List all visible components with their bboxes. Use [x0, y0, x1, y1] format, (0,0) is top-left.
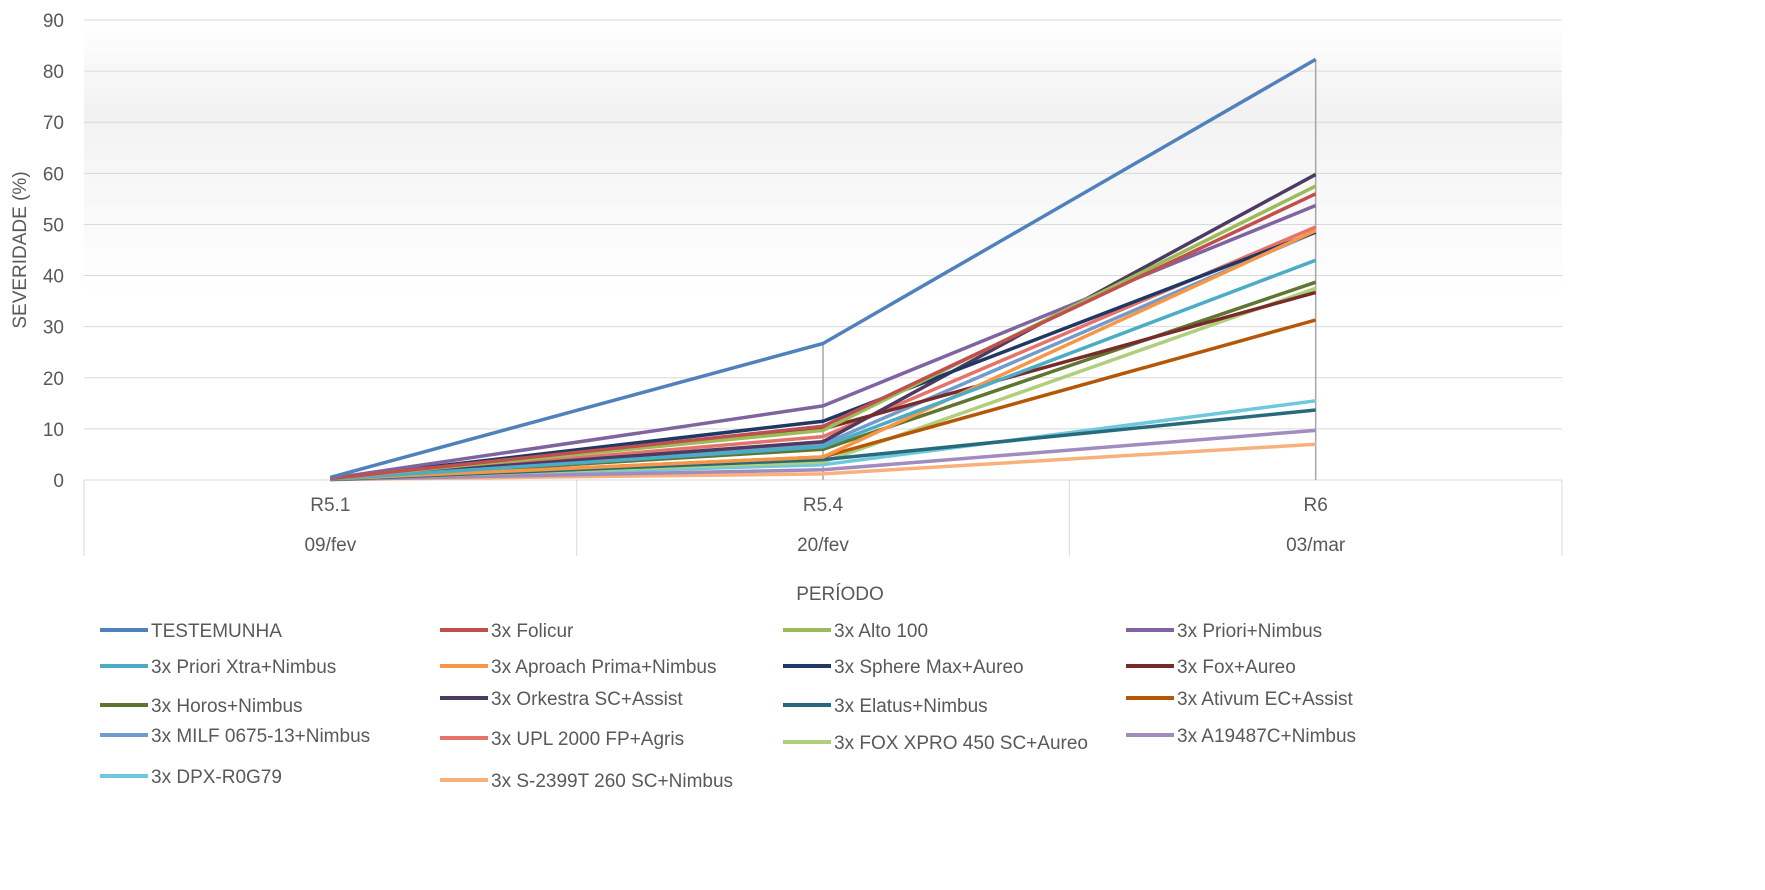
legend-label: 3x Sphere Max+Aureo [834, 657, 1024, 678]
legend-label: 3x Priori Xtra+Nimbus [151, 657, 336, 678]
legend-item: 3x Ativum EC+Assist [1126, 689, 1354, 710]
legend-item: 3x A19487C+Nimbus [1126, 726, 1356, 747]
legend-label: 3x Elatus+Nimbus [834, 696, 988, 717]
y-tick-label: 20 [43, 369, 64, 390]
x-date-label: 03/mar [1286, 535, 1346, 556]
legend-item: 3x Orkestra SC+Assist [440, 689, 683, 710]
series-lines [329, 57, 1317, 482]
legend-label: 3x MILF 0675-13+Nimbus [151, 726, 370, 747]
legend-item: 3x Alto 100 [783, 621, 928, 642]
y-tick-label: 0 [53, 471, 64, 492]
legend-label: 3x Fox+Aureo [1177, 657, 1296, 678]
legend-item: 3x Aproach Prima+Nimbus [440, 657, 716, 678]
legend-label: TESTEMUNHA [151, 621, 282, 642]
series-line [330, 229, 1317, 481]
legend-item: 3x FOX XPRO 450 SC+Aureo [783, 733, 1088, 754]
legend-item: 3x Priori Xtra+Nimbus [100, 657, 336, 678]
x-tick-label: R6 [1304, 495, 1328, 516]
legend: TESTEMUNHA 3x Folicur 3x Alto 100 3x Priori… [100, 621, 1356, 792]
legend-label: 3x Alto 100 [834, 621, 928, 642]
legend-label: 3x A19487C+Nimbus [1177, 726, 1356, 747]
legend-label: 3x S-2399T 260 SC+Nimbus [491, 771, 733, 792]
x-axis-title: PERÍODO [796, 584, 884, 605]
legend-item: 3x Elatus+Nimbus [783, 696, 988, 717]
x-tick-label: R5.4 [803, 495, 844, 516]
legend-label: 3x Horos+Nimbus [151, 696, 303, 717]
legend-item: 3x Fox+Aureo [1126, 657, 1296, 678]
y-tick-label: 70 [43, 113, 64, 134]
y-tick-label: 10 [43, 420, 64, 441]
y-axis-title: SEVERIDADE (%) [10, 171, 31, 328]
x-date-label: 09/fev [304, 535, 356, 556]
series-line [330, 172, 1317, 481]
y-tick-label: 80 [43, 62, 64, 83]
legend-item: 3x Sphere Max+Aureo [783, 657, 1024, 678]
legend-label: 3x Ativum EC+Assist [1177, 689, 1354, 710]
legend-item: 3x Horos+Nimbus [100, 696, 303, 717]
series-line [330, 428, 1316, 482]
legend-label: 3x Aproach Prima+Nimbus [491, 657, 716, 678]
legend-item: 3x UPL 2000 FP+Agris [440, 729, 684, 750]
y-tick-label: 60 [43, 164, 64, 185]
legend-item: TESTEMUNHA [100, 621, 282, 642]
y-tick-label: 90 [43, 11, 64, 32]
x-tick-label: R5.1 [310, 495, 350, 516]
legend-label: 3x Priori+Nimbus [1177, 621, 1322, 642]
legend-item: 3x S-2399T 260 SC+Nimbus [440, 771, 733, 792]
x-date-label: 20/fev [797, 535, 849, 556]
y-tick-label: 50 [43, 215, 64, 236]
legend-item: 3x Folicur [440, 621, 574, 642]
legend-label: 3x Folicur [491, 621, 574, 642]
legend-item: 3x DPX-R0G79 [100, 767, 282, 788]
y-tick-label: 40 [43, 267, 64, 288]
legend-item: 3x Priori+Nimbus [1126, 621, 1322, 642]
series-line [330, 258, 1317, 481]
legend-label: 3x FOX XPRO 450 SC+Aureo [834, 733, 1088, 754]
series-line [329, 57, 1317, 480]
legend-label: 3x DPX-R0G79 [151, 767, 282, 788]
y-tick-label: 30 [43, 318, 64, 339]
legend-item: 3x MILF 0675-13+Nimbus [100, 726, 370, 747]
legend-label: 3x UPL 2000 FP+Agris [491, 729, 684, 750]
legend-label: 3x Orkestra SC+Assist [491, 689, 683, 710]
y-axis-ticks: 0 10 20 30 40 50 60 70 80 90 [43, 11, 64, 492]
x-axis: R5.1 09/fev R5.4 20/fev R6 03/mar [83, 479, 1563, 556]
series-line [330, 192, 1317, 481]
